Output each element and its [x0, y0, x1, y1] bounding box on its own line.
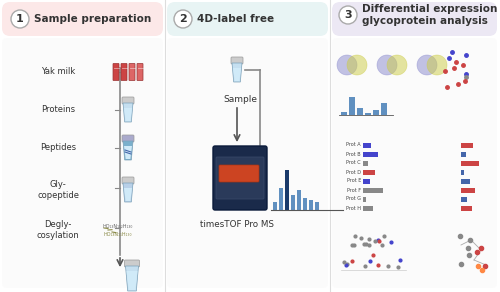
FancyBboxPatch shape [129, 63, 135, 81]
Circle shape [339, 6, 357, 24]
Bar [461, 187, 475, 192]
Bar [461, 161, 479, 166]
Polygon shape [123, 103, 133, 122]
Text: Peptides: Peptides [40, 143, 76, 152]
Bar [363, 161, 368, 166]
Bar [279, 188, 283, 210]
Bar [365, 113, 371, 115]
FancyBboxPatch shape [216, 157, 264, 199]
FancyBboxPatch shape [2, 2, 163, 36]
FancyBboxPatch shape [2, 38, 163, 288]
Text: 4D-label free: 4D-label free [197, 14, 274, 24]
Bar [315, 202, 319, 210]
Bar [363, 178, 370, 183]
Circle shape [347, 55, 367, 75]
Bar [363, 187, 383, 192]
Text: 3: 3 [344, 10, 352, 20]
FancyBboxPatch shape [213, 146, 267, 210]
Bar [363, 142, 371, 147]
Text: HO₁₃N₁₁₂H₁₃₀: HO₁₃N₁₁₂H₁₃₀ [103, 223, 133, 229]
Bar [349, 97, 355, 115]
Bar [273, 202, 277, 210]
Bar [461, 152, 466, 157]
Circle shape [427, 55, 447, 75]
Bar [285, 170, 289, 210]
Bar [357, 108, 363, 115]
Polygon shape [233, 68, 241, 81]
Bar [461, 169, 464, 175]
FancyBboxPatch shape [167, 38, 328, 288]
Text: 1: 1 [16, 14, 24, 24]
Text: Prot E: Prot E [346, 178, 361, 183]
FancyBboxPatch shape [122, 177, 134, 184]
Polygon shape [124, 146, 132, 159]
Bar [373, 110, 379, 115]
Text: Prot A: Prot A [346, 142, 361, 147]
Text: Sample: Sample [223, 95, 257, 104]
Text: Gly-
copeptide: Gly- copeptide [37, 180, 79, 200]
Bar [291, 195, 295, 210]
FancyBboxPatch shape [332, 2, 497, 36]
Bar [341, 112, 347, 115]
FancyBboxPatch shape [124, 260, 140, 267]
Bar [363, 152, 378, 157]
Text: Differential expression
glycoprotein analysis: Differential expression glycoprotein ana… [362, 4, 498, 26]
FancyBboxPatch shape [137, 63, 143, 81]
FancyBboxPatch shape [231, 57, 243, 64]
Text: HO₁₃N₁₁H₁₃₀: HO₁₃N₁₁H₁₃₀ [104, 232, 132, 237]
Text: Degly-
cosylation: Degly- cosylation [36, 220, 80, 240]
Polygon shape [123, 141, 133, 160]
Bar [461, 197, 467, 201]
FancyBboxPatch shape [122, 135, 134, 142]
Circle shape [174, 10, 192, 28]
Polygon shape [126, 271, 138, 290]
Text: Sample preparation: Sample preparation [34, 14, 151, 24]
FancyBboxPatch shape [113, 63, 119, 81]
Text: Prot F: Prot F [347, 187, 361, 192]
Circle shape [11, 10, 29, 28]
Bar [461, 206, 472, 211]
Bar [303, 198, 307, 210]
Bar [381, 103, 387, 115]
Circle shape [377, 55, 397, 75]
Text: Yak milk: Yak milk [41, 67, 75, 77]
Text: Prot D: Prot D [346, 169, 361, 175]
Bar [297, 190, 301, 210]
Polygon shape [232, 63, 242, 82]
Bar [363, 206, 373, 211]
Text: timesTOF Pro MS: timesTOF Pro MS [200, 220, 274, 229]
Text: Prot B: Prot B [346, 152, 361, 157]
FancyBboxPatch shape [121, 63, 127, 81]
FancyBboxPatch shape [219, 165, 259, 182]
Text: Proteins: Proteins [41, 105, 75, 114]
FancyBboxPatch shape [167, 2, 328, 36]
Circle shape [417, 55, 437, 75]
Text: Prot H: Prot H [346, 206, 361, 211]
Polygon shape [126, 266, 138, 291]
Circle shape [337, 55, 357, 75]
Text: 2: 2 [179, 14, 187, 24]
Bar [363, 169, 375, 175]
Polygon shape [124, 108, 132, 121]
Text: Prot C: Prot C [346, 161, 361, 166]
FancyBboxPatch shape [332, 38, 497, 288]
Polygon shape [123, 183, 133, 202]
Bar [461, 178, 470, 183]
Bar [309, 200, 313, 210]
Polygon shape [124, 188, 132, 201]
Circle shape [387, 55, 407, 75]
FancyBboxPatch shape [122, 97, 134, 104]
Bar [363, 197, 366, 201]
Bar [461, 142, 473, 147]
Text: Prot G: Prot G [346, 197, 361, 201]
